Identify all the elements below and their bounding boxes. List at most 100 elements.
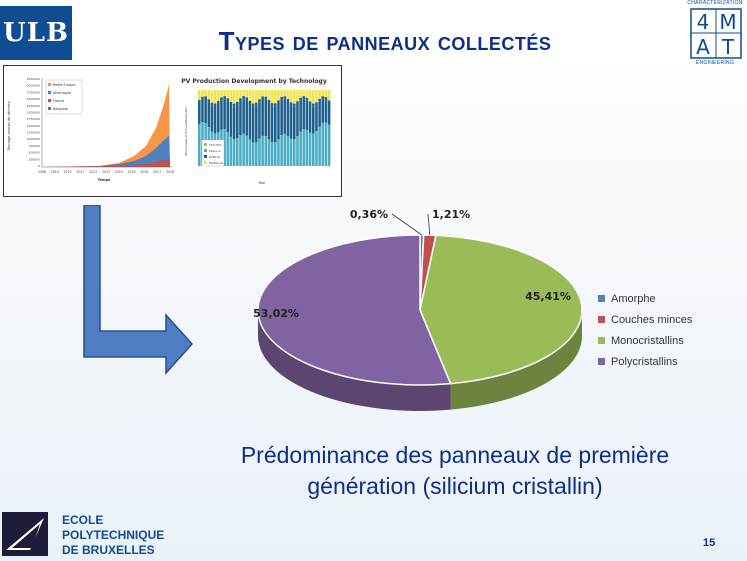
legend-swatch <box>598 358 605 365</box>
pv-bar-segment <box>312 90 315 104</box>
pv-bar-segment <box>201 90 204 97</box>
pv-bar-segment <box>248 100 252 105</box>
pv-bar-segment <box>226 132 230 166</box>
pv-bar-segment <box>242 90 245 97</box>
pv-bar-segment <box>324 122 328 166</box>
left-xtick-label: 2024 <box>115 170 123 174</box>
pv-bar-segment <box>229 101 233 105</box>
right-legend-0: Thin film <box>208 143 222 147</box>
pv-bar-segment <box>217 100 220 104</box>
pv-bar-segment <box>217 90 220 101</box>
pv-bar-segment <box>293 103 296 107</box>
legend-label: Amorphe <box>611 292 656 305</box>
epb-logo <box>0 510 180 560</box>
pie-label-monocristallins: 45,41% <box>525 290 571 303</box>
pie-slice-monocristallins <box>419 234 583 385</box>
pv-bar-segment <box>217 103 220 133</box>
pv-bar-segment <box>315 105 318 132</box>
pv-bar-segment <box>293 90 296 104</box>
pv-bar-segment <box>270 90 274 104</box>
right-chart-title: PV Production Development by Technology <box>181 78 327 85</box>
left-xtick-label: 2008 <box>38 170 46 174</box>
pv-bar-segment <box>242 99 245 134</box>
left-ytick-label: 2750000 <box>27 90 40 94</box>
slide-title: Types de panneaux collectés <box>218 26 552 56</box>
pv-bar-segment <box>274 103 277 107</box>
epb-line-3: DE BRUXELLES <box>62 543 155 557</box>
pv-bar-segment <box>251 142 255 166</box>
source-charts-thumbnail: 3250000 3000000 2750000 2500000 2250000 20000… <box>3 65 342 197</box>
pv-bar-segment <box>226 98 230 102</box>
pv-bar-segment <box>213 103 217 107</box>
pv-bar-segment <box>308 104 312 133</box>
left-ytick-label: 2000000 <box>27 110 40 114</box>
pv-bar-segment <box>299 97 302 101</box>
pv-bar-segment <box>283 133 287 166</box>
pv-bar-segment <box>308 132 312 166</box>
left-ytick-label: 250000 <box>29 157 41 161</box>
pv-bar-segment <box>299 100 302 132</box>
legend-swatch <box>598 337 605 344</box>
pv-bar-segment <box>239 135 242 166</box>
left-ytick-label: 1500000 <box>27 124 40 128</box>
pv-bar-segment <box>267 90 271 100</box>
pv-bar-segment <box>232 139 236 166</box>
pv-bar-segment <box>289 105 293 139</box>
pv-bar-segment <box>270 142 274 166</box>
pv-bar-segment <box>283 96 287 100</box>
left-xtick-label: 2021 <box>76 170 84 174</box>
pv-bar-segment <box>242 133 245 166</box>
panel-types-pie-chart: 0,36% 1,21% 45,41% 53,02% <box>253 208 583 411</box>
pv-bar-segment <box>229 90 233 102</box>
legend-swatch <box>598 316 605 323</box>
amat-logo: CHARACTERIZATION 4 M A T ENGINEERING <box>683 0 747 68</box>
pv-bar-segment <box>236 104 239 139</box>
pv-bar-segment <box>258 90 261 100</box>
pv-bar-segment <box>245 97 249 101</box>
pv-bar-segment <box>267 99 271 103</box>
legend-item-monocristallins: Monocristallins <box>598 330 692 351</box>
pv-bar-segment <box>236 90 239 102</box>
pv-bar-segment <box>327 90 331 101</box>
pie-label-polycristallins: 53,02% <box>253 307 299 320</box>
pv-bar-segment <box>280 135 283 166</box>
pv-bar-segment <box>198 90 201 100</box>
right-legend-1: Mono-si <box>209 149 221 153</box>
pv-bar-segment <box>321 96 325 100</box>
pv-bar-segment <box>302 129 306 166</box>
conclusion-line-1: Prédominance des panneaux de première <box>195 440 715 471</box>
left-chart-ylabel: Tonnage annuel de déchets <box>7 101 11 152</box>
pv-bar-segment <box>283 90 287 97</box>
pv-bar-segment <box>248 104 252 140</box>
left-ytick-label: 2250000 <box>27 104 40 108</box>
pv-bar-segment <box>324 90 328 98</box>
pv-bar-segment <box>210 105 214 132</box>
left-ytick-label: 1750000 <box>27 117 40 121</box>
pv-bar-segment <box>207 102 211 128</box>
pv-bar-segment <box>277 103 280 140</box>
pv-bar-segment <box>277 90 280 101</box>
pv-bar-segment <box>305 97 309 101</box>
amat-letter-3: T <box>721 35 735 59</box>
pv-bar-segment <box>270 106 274 143</box>
pv-bar-segment <box>280 90 283 97</box>
pv-bar-segment <box>305 129 309 166</box>
pv-bar-segment <box>264 90 268 97</box>
pv-bar-segment <box>289 90 293 103</box>
pv-bar-segment <box>270 103 274 107</box>
amat-top-text: CHARACTERIZATION <box>687 0 743 6</box>
left-xtick-label: 2023 <box>102 170 110 174</box>
pv-bar-segment <box>299 90 302 98</box>
pv-bar-segment <box>201 96 204 100</box>
pv-bar-segment <box>226 101 230 133</box>
left-ytick-label: 3250000 <box>27 77 40 81</box>
elbow-arrow <box>83 205 194 375</box>
pv-bar-segment <box>248 90 252 101</box>
pv-bar-segment <box>324 100 328 123</box>
legend-swatch <box>598 295 605 302</box>
pv-bar-segment <box>277 100 280 104</box>
pv-bar-segment <box>315 131 318 166</box>
pie-slice-polycristallins <box>257 234 452 386</box>
pv-bar-segment <box>321 90 325 97</box>
pv-bar-segment <box>286 98 290 102</box>
